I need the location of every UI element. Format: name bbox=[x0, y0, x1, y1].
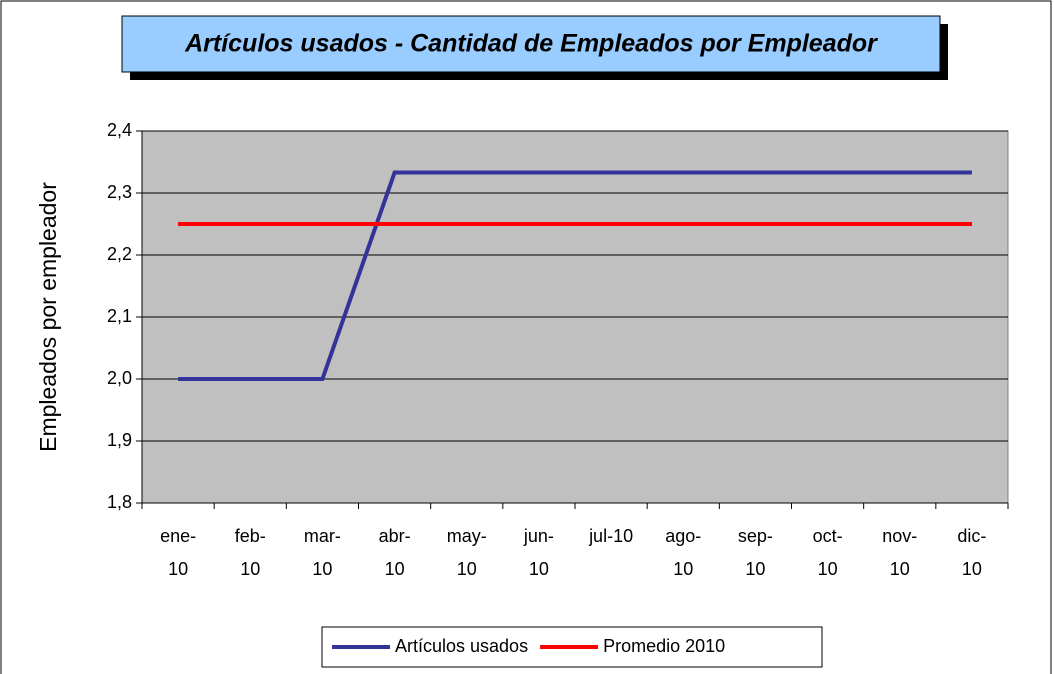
y-tick-label: 2,2 bbox=[107, 244, 132, 264]
x-tick-label: ene-10 bbox=[160, 526, 196, 579]
x-tick-label: jul-10 bbox=[588, 526, 633, 546]
y-tick-label: 2,0 bbox=[107, 368, 132, 388]
title-box bbox=[121, 15, 941, 73]
y-axis-label: Empleados por empleador bbox=[35, 182, 61, 452]
x-tick-label: mar-10 bbox=[304, 526, 341, 579]
x-tick-label: may-10 bbox=[447, 526, 487, 579]
y-tick-label: 2,1 bbox=[107, 306, 132, 326]
x-tick-label: oct-10 bbox=[813, 526, 843, 579]
series-line bbox=[178, 170, 972, 381]
legend-label: Artículos usados bbox=[395, 636, 528, 656]
x-tick-label: dic-10 bbox=[957, 526, 986, 579]
x-tick-label: abr-10 bbox=[379, 526, 411, 579]
legend-label: Promedio 2010 bbox=[603, 636, 725, 656]
x-tick-label: nov-10 bbox=[882, 526, 917, 579]
chart-title: Artículos usados - Cantidad de Empleados… bbox=[184, 30, 878, 58]
x-tick-label: feb-10 bbox=[235, 526, 266, 579]
x-tick-label: sep-10 bbox=[738, 526, 773, 579]
x-tick-label: ago-10 bbox=[665, 526, 701, 579]
y-tick-label: 1,9 bbox=[107, 430, 132, 450]
y-tick-label: 2,3 bbox=[107, 182, 132, 202]
y-tick-label: 2,4 bbox=[107, 120, 132, 140]
x-tick-label: jun-10 bbox=[523, 526, 554, 579]
y-tick-label: 1,8 bbox=[107, 492, 132, 512]
